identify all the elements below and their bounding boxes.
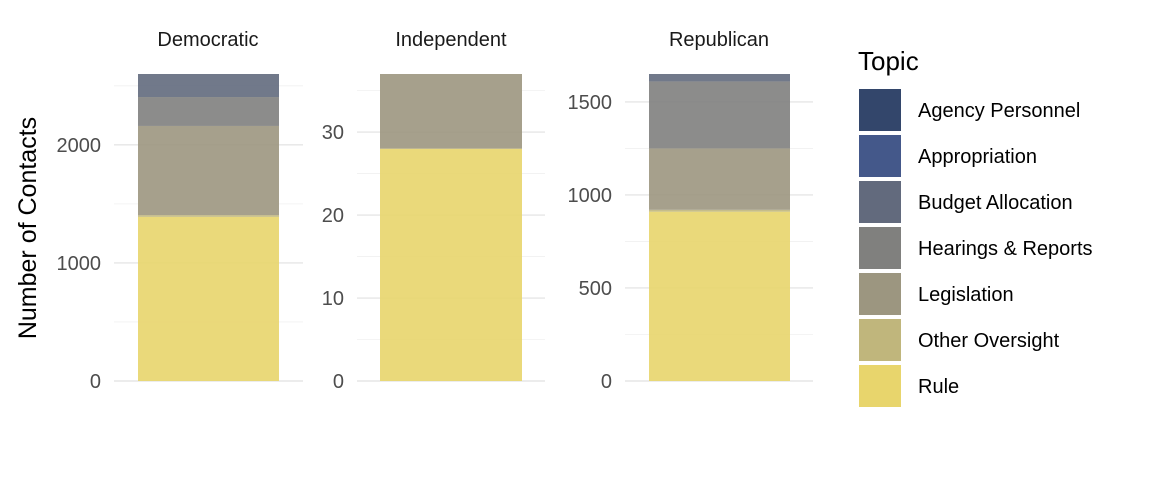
panel-independent: Independent 0 10 20 30 (322, 29, 545, 393)
bar-segment-other-oversight (138, 215, 279, 217)
y-tick-label: 20 (322, 205, 344, 227)
y-tick-label: 1000 (568, 185, 613, 207)
strip-label: Republican (669, 29, 769, 51)
bar-segment-rule (380, 148, 522, 381)
panel-democratic: Democratic 0 1000 2000 (57, 29, 303, 393)
legend-label: Appropriation (918, 146, 1037, 168)
legend-title: Topic (858, 46, 919, 76)
bar-segment-budget-allocation (138, 74, 279, 98)
panel-republican: Republican 0 500 1000 1500 (568, 29, 813, 393)
legend-label: Rule (918, 376, 959, 398)
bar-segment-legislation (380, 74, 522, 149)
y-tick-label: 10 (322, 288, 344, 310)
legend-swatch (859, 319, 901, 361)
strip-label: Independent (395, 29, 507, 51)
strip-label: Democratic (157, 29, 258, 51)
bar-segment-legislation (649, 148, 790, 210)
y-tick-label: 0 (333, 371, 344, 393)
bar-segment-legislation (138, 125, 279, 216)
y-tick-label: 1000 (57, 253, 102, 275)
legend-label: Legislation (918, 284, 1014, 306)
legend-swatch (859, 89, 901, 131)
legend-label: Other Oversight (918, 330, 1060, 352)
legend-swatch (859, 135, 901, 177)
bar-segment-rule (138, 216, 279, 381)
legend-swatch (859, 181, 901, 223)
y-tick-label: 500 (579, 278, 612, 300)
y-tick-label: 1500 (568, 92, 613, 114)
bar-segment-rule (649, 211, 790, 381)
legend: Topic Agency Personnel Appropriation Budge… (858, 46, 1093, 407)
y-axis-title: Number of Contacts (14, 117, 42, 339)
y-tick-label: 0 (601, 371, 612, 393)
legend-label: Budget Allocation (918, 192, 1073, 214)
legend-swatch (859, 227, 901, 269)
bar-segment-hearings-reports (138, 97, 279, 126)
legend-label: Agency Personnel (918, 100, 1080, 122)
bar-segment-budget-allocation (649, 74, 790, 82)
legend-swatch (859, 273, 901, 315)
y-tick-label: 30 (322, 122, 344, 144)
bar-segment-other-oversight (649, 209, 790, 212)
y-tick-label: 2000 (57, 135, 102, 157)
y-tick-label: 0 (90, 371, 101, 393)
legend-label: Hearings & Reports (918, 238, 1093, 260)
bar-segment-hearings-reports (649, 81, 790, 149)
legend-swatch (859, 365, 901, 407)
